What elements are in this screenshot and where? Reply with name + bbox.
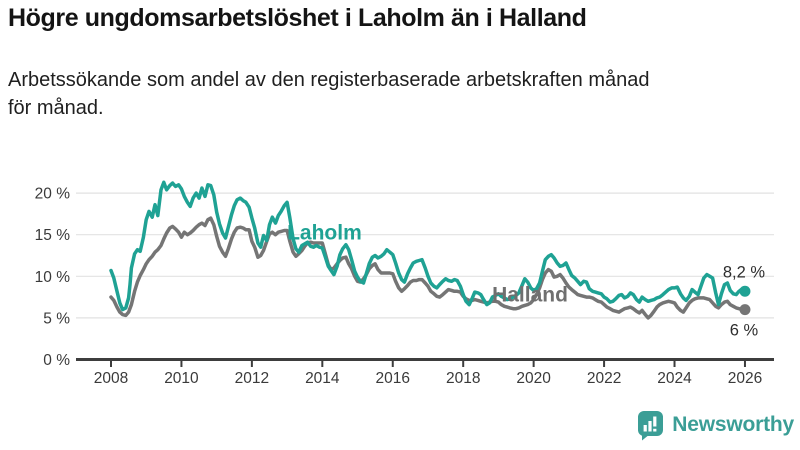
subtitle-line-2: för månad.	[8, 97, 104, 119]
halland-end-value-label: 6 %	[730, 322, 759, 340]
y-tick-label: 5 %	[43, 310, 70, 327]
brand-name: Newsworthy	[672, 413, 794, 436]
series-label-laholm: Laholm	[287, 222, 362, 245]
chart-labels: 6 % 8,2 % Laholm Halland	[287, 222, 765, 340]
newsworthy-bar-chart-icon	[638, 411, 664, 441]
halland-line	[109, 216, 747, 320]
laholm-end-dot	[739, 285, 751, 297]
x-tick-label: 2020	[516, 370, 551, 387]
gridlines	[76, 192, 774, 319]
newsworthy-logo: Newsworthy	[635, 409, 794, 441]
chart-subtitle: Arbetssökande som andel av den registerb…	[8, 66, 788, 122]
subtitle-line-1: Arbetssökande som andel av den registerb…	[8, 69, 650, 91]
x-tick-label: 2026	[728, 370, 762, 387]
y-tick-label: 15 %	[35, 227, 71, 244]
x-tick-label: 2008	[94, 370, 128, 387]
y-tick-label: 10 %	[35, 269, 71, 286]
y-tick-label: 0 %	[43, 352, 70, 369]
x-tick-label: 2010	[164, 370, 199, 387]
y-tick-label: 20 %	[35, 186, 71, 203]
x-tick-label: 2012	[235, 370, 269, 387]
x-tick-label: 2024	[657, 370, 692, 387]
series-label-halland: Halland	[492, 283, 568, 306]
x-tick-label: 2022	[587, 370, 621, 387]
page-title: Högre ungdomsarbetslöshet i Laholm än i …	[8, 4, 587, 32]
x-axis: 0 % 5 % 10 % 15 % 20 % 2008 2010 2012 2014 2016 20…	[35, 186, 774, 387]
laholm-end-value-label: 8,2 %	[723, 263, 766, 281]
series-lines	[109, 180, 751, 320]
laholm-line	[109, 180, 747, 312]
halland-end-dot	[739, 304, 751, 316]
x-tick-label: 2016	[376, 370, 410, 387]
x-tick-label: 2018	[446, 370, 480, 387]
x-tick-label: 2014	[305, 370, 340, 387]
